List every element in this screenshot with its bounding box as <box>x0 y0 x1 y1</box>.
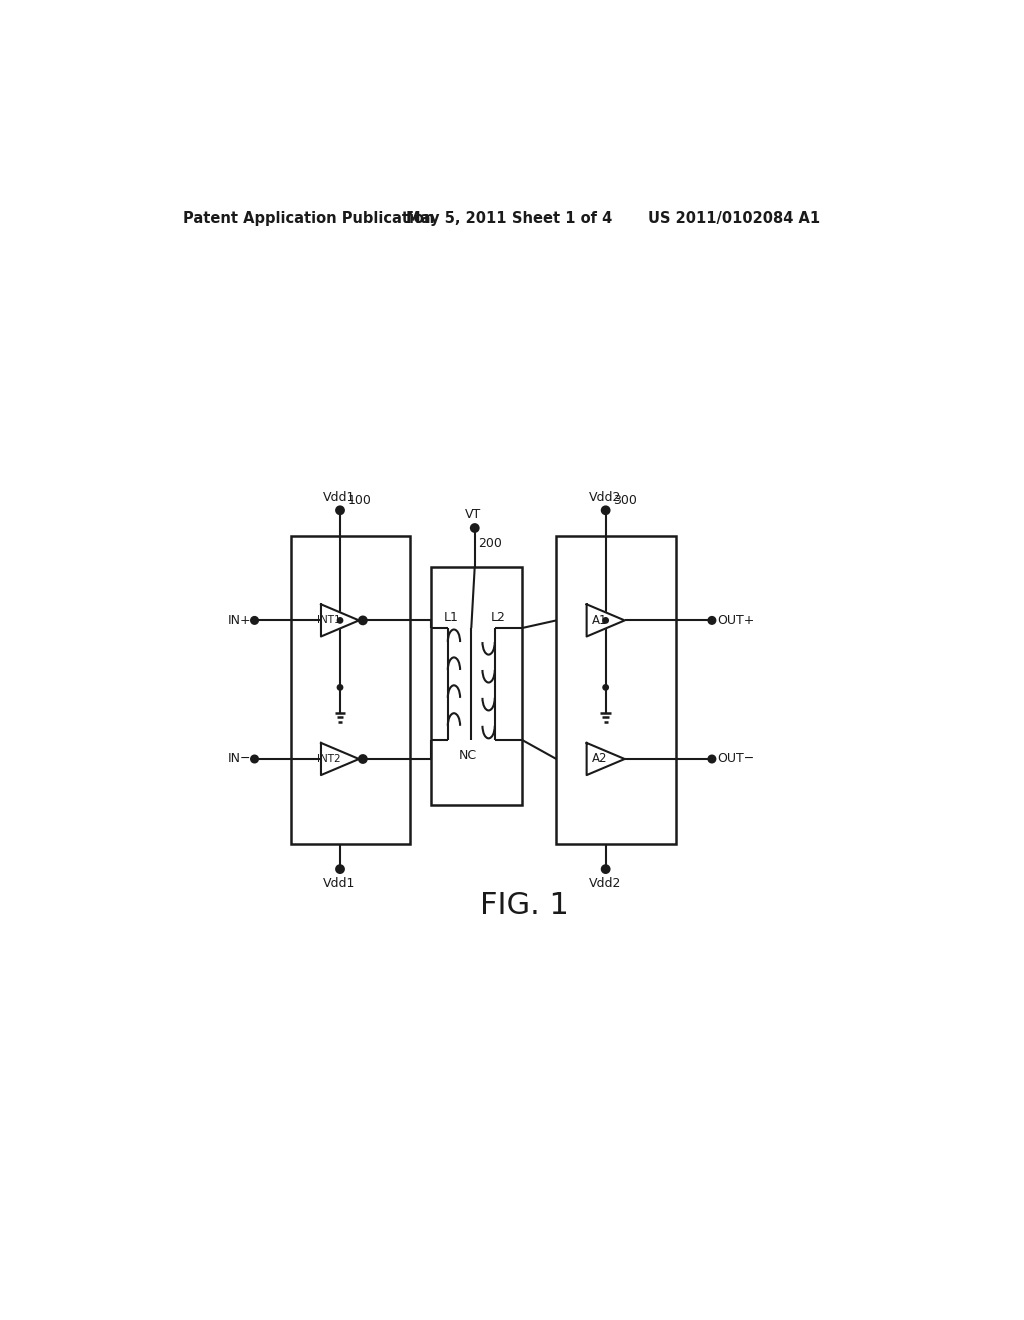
Circle shape <box>336 507 344 515</box>
Text: L2: L2 <box>490 611 505 624</box>
Text: Vdd2: Vdd2 <box>589 878 622 890</box>
Circle shape <box>602 866 609 873</box>
Bar <box>291 536 410 843</box>
Text: OUT−: OUT− <box>717 752 755 766</box>
Text: IN+: IN+ <box>227 614 251 627</box>
Circle shape <box>359 616 367 624</box>
Text: L1: L1 <box>443 611 459 624</box>
Circle shape <box>251 616 258 624</box>
Circle shape <box>336 866 344 873</box>
Text: May 5, 2011: May 5, 2011 <box>407 211 507 226</box>
Text: Vdd2: Vdd2 <box>589 491 622 504</box>
Text: US 2011/0102084 A1: US 2011/0102084 A1 <box>648 211 820 226</box>
Text: Vdd1: Vdd1 <box>323 878 355 890</box>
Circle shape <box>709 755 716 763</box>
Circle shape <box>337 618 343 623</box>
Circle shape <box>471 524 478 532</box>
Text: INT2: INT2 <box>317 754 341 764</box>
Text: IN−: IN− <box>227 752 251 766</box>
Text: 200: 200 <box>478 537 503 550</box>
Text: Vdd1: Vdd1 <box>323 491 355 504</box>
Text: A2: A2 <box>592 752 607 766</box>
Circle shape <box>337 685 343 690</box>
Text: A1: A1 <box>592 614 607 627</box>
Text: Patent Application Publication: Patent Application Publication <box>183 211 434 226</box>
Circle shape <box>603 618 608 623</box>
Text: NC: NC <box>459 748 476 762</box>
Bar <box>431 566 521 805</box>
Text: Sheet 1 of 4: Sheet 1 of 4 <box>512 211 612 226</box>
Text: INT1: INT1 <box>317 615 341 626</box>
Circle shape <box>603 685 608 690</box>
Text: VT: VT <box>465 508 481 520</box>
Circle shape <box>359 755 367 763</box>
Polygon shape <box>587 743 625 775</box>
Circle shape <box>602 507 609 515</box>
Text: 300: 300 <box>613 494 637 507</box>
Circle shape <box>709 616 716 624</box>
Circle shape <box>251 755 258 763</box>
Polygon shape <box>321 743 359 775</box>
Polygon shape <box>587 605 625 636</box>
Text: OUT+: OUT+ <box>717 614 755 627</box>
Text: 100: 100 <box>348 494 372 507</box>
Polygon shape <box>321 605 359 636</box>
Text: FIG. 1: FIG. 1 <box>480 891 569 920</box>
Bar <box>556 536 676 843</box>
